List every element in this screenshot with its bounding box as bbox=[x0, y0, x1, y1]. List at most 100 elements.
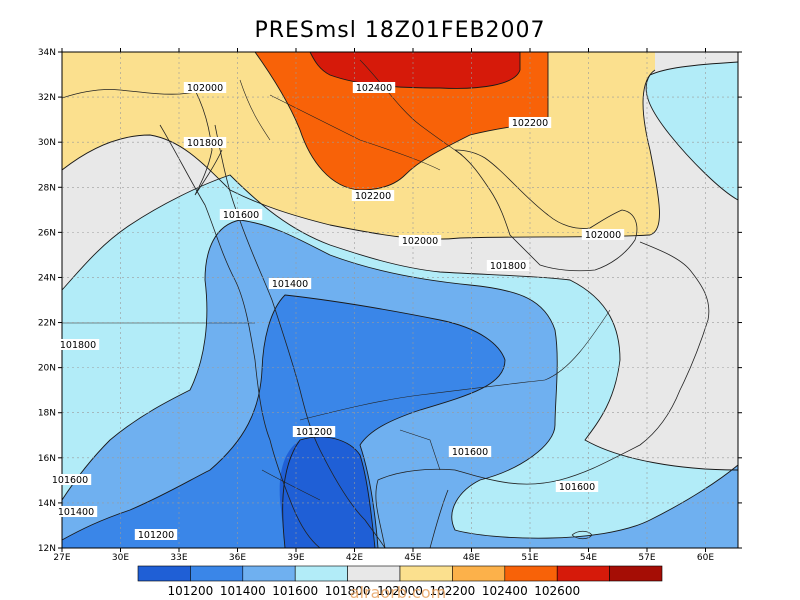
contour-label-bg bbox=[351, 190, 395, 201]
contour-label: 101800 bbox=[60, 340, 96, 351]
eritrea-ethiopia-border bbox=[261, 469, 321, 501]
colorbar-label: 101800 bbox=[325, 584, 371, 598]
gulf-of-aden bbox=[375, 241, 710, 548]
latitude-axis: 34N 32N 30N 28N 26N 24N 22N 20N 18N 16N 14N 12N bbox=[38, 48, 742, 554]
contour-label-bg bbox=[292, 426, 336, 437]
persian-gulf bbox=[454, 149, 638, 272]
lat-tick-label: 14N bbox=[38, 499, 56, 509]
colorbar-swatch bbox=[399, 565, 453, 582]
isobar-lines bbox=[62, 52, 738, 548]
colorbar-swatch bbox=[294, 565, 348, 582]
horn-of-africa bbox=[429, 489, 449, 548]
sinai bbox=[194, 89, 223, 196]
lat-tick-label: 28N bbox=[38, 183, 56, 193]
iraq-iran-border bbox=[359, 59, 463, 156]
lat-tick-label: 34N bbox=[38, 48, 56, 58]
contour-label-bg bbox=[486, 260, 530, 271]
colorbar-swatch bbox=[347, 565, 401, 582]
lat-tick-label: 30N bbox=[38, 138, 56, 148]
ethiopia-somalia-border bbox=[399, 429, 441, 471]
colorbar: 101200 101400 101600 101800 102000 102200 1024… bbox=[137, 565, 663, 598]
colorbar-swatch bbox=[242, 565, 296, 582]
contour-label: 101600 bbox=[223, 210, 259, 221]
contour-label: 102000 bbox=[402, 236, 438, 247]
red-sea-west-coast bbox=[159, 124, 321, 548]
colorbar-label: 102200 bbox=[429, 584, 475, 598]
lon-tick-label: 51E bbox=[521, 553, 538, 563]
longitude-axis: 27E 30E 33E 36E 39E 42E 45E 48E 51E 54E 57E 60E bbox=[53, 48, 714, 563]
contour-label-bg bbox=[448, 446, 492, 457]
lon-tick-label: 57E bbox=[638, 553, 655, 563]
contour-label-bg bbox=[352, 82, 396, 93]
isobar-101400 bbox=[62, 294, 506, 548]
lat-tick-label: 26N bbox=[38, 228, 56, 238]
contour-label: 101600 bbox=[52, 475, 88, 486]
colorbar-swatch bbox=[452, 565, 506, 582]
watermark: alraorb.com bbox=[350, 583, 446, 600]
colorbar-swatch bbox=[504, 565, 558, 582]
band-101800-ne bbox=[646, 52, 738, 200]
lat-tick-label: 20N bbox=[38, 364, 56, 374]
pressure-fill-layer bbox=[62, 52, 738, 548]
contour-label-bg bbox=[398, 235, 442, 246]
saudi-oman-border bbox=[544, 309, 611, 381]
isobar-102400 bbox=[309, 52, 521, 89]
lon-tick-label: 33E bbox=[170, 553, 187, 563]
band-102600 bbox=[310, 52, 520, 89]
lat-tick-label: 16N bbox=[38, 454, 56, 464]
lon-tick-label: 54E bbox=[580, 553, 597, 563]
colorbar-swatch bbox=[137, 565, 191, 582]
contour-label: 101800 bbox=[490, 261, 526, 272]
contour-label-bg bbox=[508, 117, 552, 128]
contour-label: 101200 bbox=[138, 530, 174, 541]
lat-tick-label: 18N bbox=[38, 409, 56, 419]
contour-label-bg bbox=[134, 529, 178, 540]
contour-label-bg bbox=[555, 481, 599, 492]
colorbar-label: 101200 bbox=[167, 584, 213, 598]
contour-label-bg bbox=[48, 474, 92, 485]
contour-label: 101200 bbox=[296, 427, 332, 438]
contour-label-bg bbox=[183, 82, 227, 93]
isobar-101800-ne bbox=[645, 61, 738, 201]
colorbar-label: 102400 bbox=[482, 584, 528, 598]
lat-tick-label: 32N bbox=[38, 93, 56, 103]
contour-label: 102000 bbox=[187, 83, 223, 94]
socotra bbox=[571, 530, 593, 540]
contour-label: 101600 bbox=[559, 482, 595, 493]
contour-label: 101600 bbox=[452, 447, 488, 458]
contour-labels: 102000 101800 102400 102200 102200 101600 1020… bbox=[48, 82, 625, 541]
contour-label-bg bbox=[268, 278, 312, 289]
colorbar-swatch bbox=[609, 565, 663, 582]
lat-tick-label: 22N bbox=[38, 319, 56, 329]
colorbar-label: 102600 bbox=[534, 584, 580, 598]
lon-tick-label: 39E bbox=[287, 553, 304, 563]
lat-tick-label: 12N bbox=[38, 544, 56, 554]
lat-tick-label: 24N bbox=[38, 273, 56, 283]
lon-tick-label: 60E bbox=[697, 553, 714, 563]
isobar-101200 bbox=[282, 436, 376, 548]
lon-tick-label: 42E bbox=[346, 553, 363, 563]
map-title: PRESmsl 18Z01FEB2007 bbox=[254, 18, 546, 43]
colorbar-label: 101600 bbox=[272, 584, 318, 598]
contour-label: 101400 bbox=[272, 279, 308, 290]
colorbar-label: 101400 bbox=[220, 584, 266, 598]
colorbar-label: 102000 bbox=[377, 584, 423, 598]
jordan-border bbox=[239, 79, 271, 141]
contour-label: 101400 bbox=[58, 507, 94, 518]
band-101400 bbox=[62, 295, 505, 548]
contour-label: 102200 bbox=[355, 191, 391, 202]
colorbar-swatch bbox=[556, 565, 610, 582]
colorbar-swatch bbox=[190, 565, 244, 582]
contour-label-bg bbox=[56, 339, 100, 350]
contour-label-bg bbox=[183, 137, 227, 148]
lon-tick-label: 27E bbox=[53, 553, 70, 563]
isobar-101600 bbox=[62, 219, 738, 539]
contour-label: 101800 bbox=[187, 138, 223, 149]
contour-label-bg bbox=[581, 229, 625, 240]
saudi-yemen-border bbox=[299, 379, 546, 421]
lon-tick-label: 48E bbox=[463, 553, 480, 563]
borders bbox=[62, 59, 611, 501]
contour-label: 102400 bbox=[356, 83, 392, 94]
isobar-101800 bbox=[62, 174, 738, 471]
